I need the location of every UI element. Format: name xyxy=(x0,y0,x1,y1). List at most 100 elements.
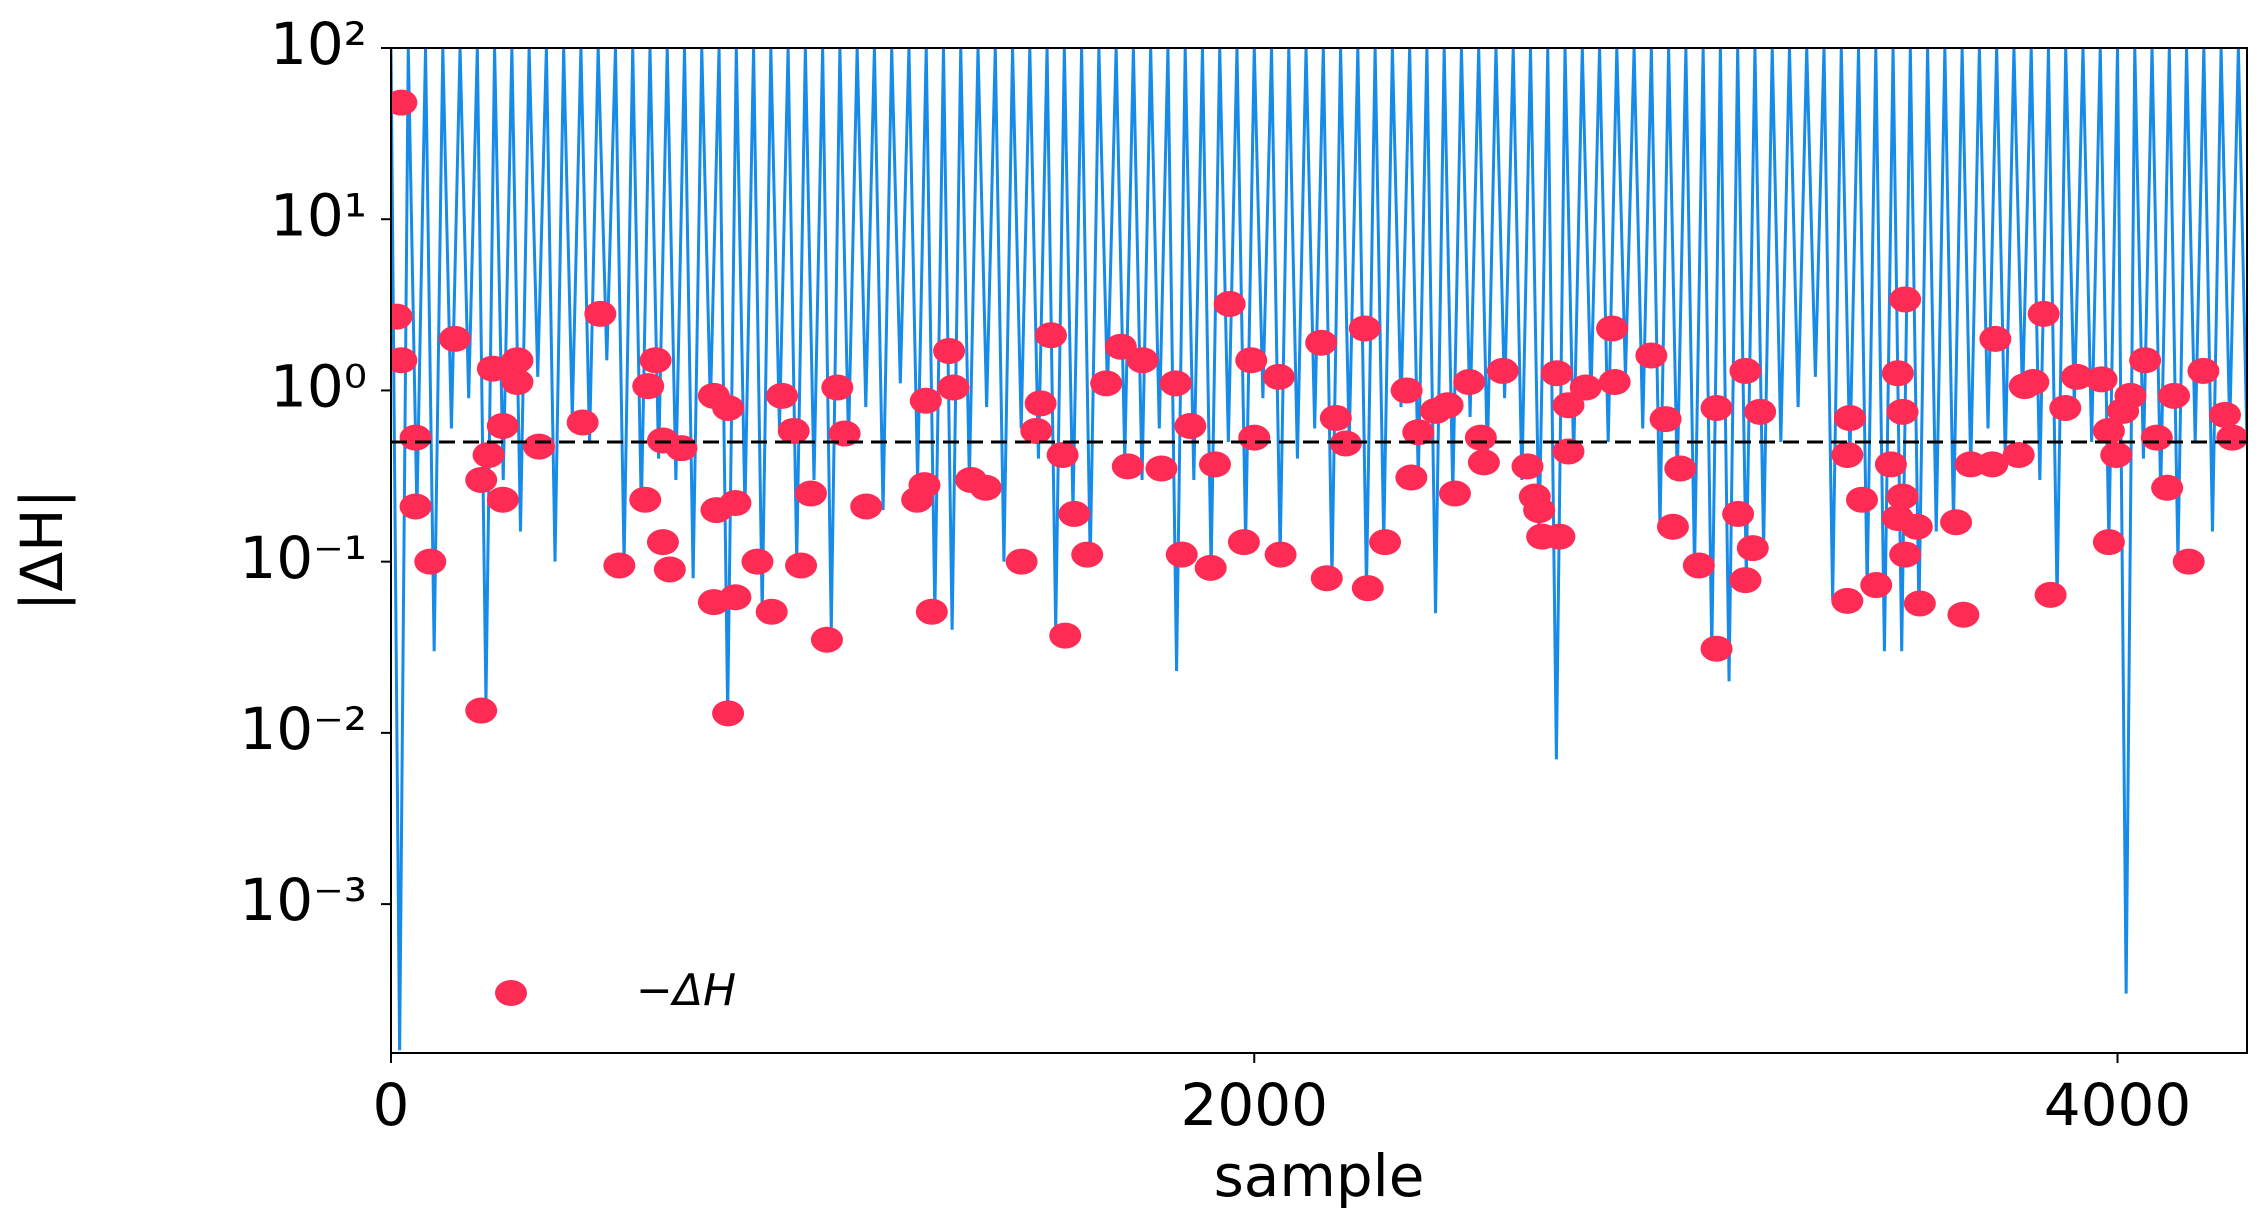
scatter-point xyxy=(2085,366,2118,393)
scatter-point xyxy=(1395,464,1428,491)
scatter-point xyxy=(472,441,505,468)
scatter-point xyxy=(584,300,617,327)
scatter-point xyxy=(1198,451,1231,478)
scatter-point xyxy=(1886,398,1919,425)
scatter-point xyxy=(2017,369,2050,396)
scatter-point xyxy=(2092,417,2125,444)
scatter-point xyxy=(909,387,942,414)
scatter-point xyxy=(1071,541,1104,568)
scatter-point xyxy=(2140,424,2173,451)
scatter-point xyxy=(1046,441,1079,468)
scatter-point xyxy=(1111,453,1144,480)
y-tick-label: 10⁻² xyxy=(239,695,367,763)
scatter-point xyxy=(2034,581,2067,608)
scatter-point xyxy=(1845,486,1878,513)
scatter-point xyxy=(1540,360,1573,387)
legend-marker xyxy=(495,980,527,1006)
y-tick-label: 10² xyxy=(270,10,367,78)
scatter-point xyxy=(2151,474,2184,501)
scatter-point xyxy=(1886,483,1919,510)
scatter-point xyxy=(399,493,432,520)
scatter-point xyxy=(2172,548,2205,575)
scatter-point xyxy=(1351,575,1384,602)
scatter-point xyxy=(632,373,665,400)
scatter-point xyxy=(653,556,686,583)
scatter-point xyxy=(1831,441,1864,468)
scatter-point xyxy=(1020,417,1053,444)
scatter-point xyxy=(399,424,432,451)
scatter-point xyxy=(1729,357,1762,384)
scatter-point xyxy=(1874,451,1907,478)
plot-area xyxy=(391,48,2247,1051)
scatter-point xyxy=(639,347,672,374)
scatter-point xyxy=(712,700,745,727)
scatter-point xyxy=(1104,333,1137,360)
scatter-point xyxy=(1833,405,1866,432)
scatter-point xyxy=(1194,554,1227,581)
scatter-point xyxy=(1090,370,1123,397)
scatter-point xyxy=(486,486,519,513)
scatter-point xyxy=(523,433,556,460)
scatter-point xyxy=(1552,392,1585,419)
scatter-point xyxy=(766,382,799,409)
scatter-point xyxy=(1900,513,1933,540)
scatter-point xyxy=(1889,541,1922,568)
scatter-point xyxy=(1940,509,1973,536)
scatter-point xyxy=(2060,363,2093,390)
axes-frame xyxy=(390,47,2248,1054)
scatter-point xyxy=(1024,390,1057,417)
scatter-point xyxy=(2002,441,2035,468)
scatter-point xyxy=(1034,322,1067,349)
scatter-point xyxy=(915,598,948,625)
scatter-point xyxy=(1305,329,1338,356)
scatter-point xyxy=(1722,500,1755,527)
scatter-point xyxy=(1486,357,1519,384)
scatter-point xyxy=(465,697,498,724)
scatter-point xyxy=(486,412,519,439)
y-tick-label: 10⁰ xyxy=(270,353,367,421)
y-tick-label: 10⁻¹ xyxy=(239,524,367,592)
scatter-point xyxy=(908,472,941,499)
scatter-point xyxy=(2100,441,2133,468)
scatter-point xyxy=(1523,497,1556,524)
x-tick-label: 2000 xyxy=(1180,1071,1328,1139)
scatter-point xyxy=(1159,370,1192,397)
scatter-point xyxy=(1165,541,1198,568)
scatter-point xyxy=(2049,394,2082,421)
scatter-point xyxy=(794,480,827,507)
scatter-point xyxy=(777,417,810,444)
scatter-point xyxy=(1947,601,1980,628)
scatter-point xyxy=(1700,394,1733,421)
scatter-point xyxy=(1700,635,1733,662)
scatter-point xyxy=(1596,315,1629,342)
scatter-point xyxy=(1369,529,1402,556)
legend-label: −ΔH xyxy=(636,965,736,1016)
scatter-point xyxy=(1238,424,1271,451)
scatter-point xyxy=(828,420,861,447)
scatter-point xyxy=(1126,347,1159,374)
scatter-point xyxy=(1569,374,1602,401)
scatter-point xyxy=(2208,401,2241,428)
scatter-point xyxy=(2114,382,2147,409)
scatter-point xyxy=(1543,523,1576,550)
scatter-point xyxy=(465,466,498,493)
scatter-point xyxy=(1329,430,1362,457)
scatter-point xyxy=(1598,369,1631,396)
scatter-point xyxy=(2092,529,2125,556)
x-tick-label: 4000 xyxy=(2044,1071,2192,1139)
scatter-point xyxy=(1979,325,2012,352)
scatter-point xyxy=(933,337,966,364)
scatter-point xyxy=(1635,342,1668,369)
scatter-point xyxy=(1264,541,1297,568)
scatter-point xyxy=(1005,548,1038,575)
scatter-point xyxy=(969,474,1002,501)
scatter-point xyxy=(712,394,745,421)
scatter-point xyxy=(821,374,854,401)
scatter-point xyxy=(719,490,752,517)
scatter-point xyxy=(937,374,970,401)
scatter-point xyxy=(665,435,698,462)
scatter-point xyxy=(1227,529,1260,556)
y-tick-label: 10¹ xyxy=(270,181,367,249)
scatter-point xyxy=(1860,572,1893,599)
